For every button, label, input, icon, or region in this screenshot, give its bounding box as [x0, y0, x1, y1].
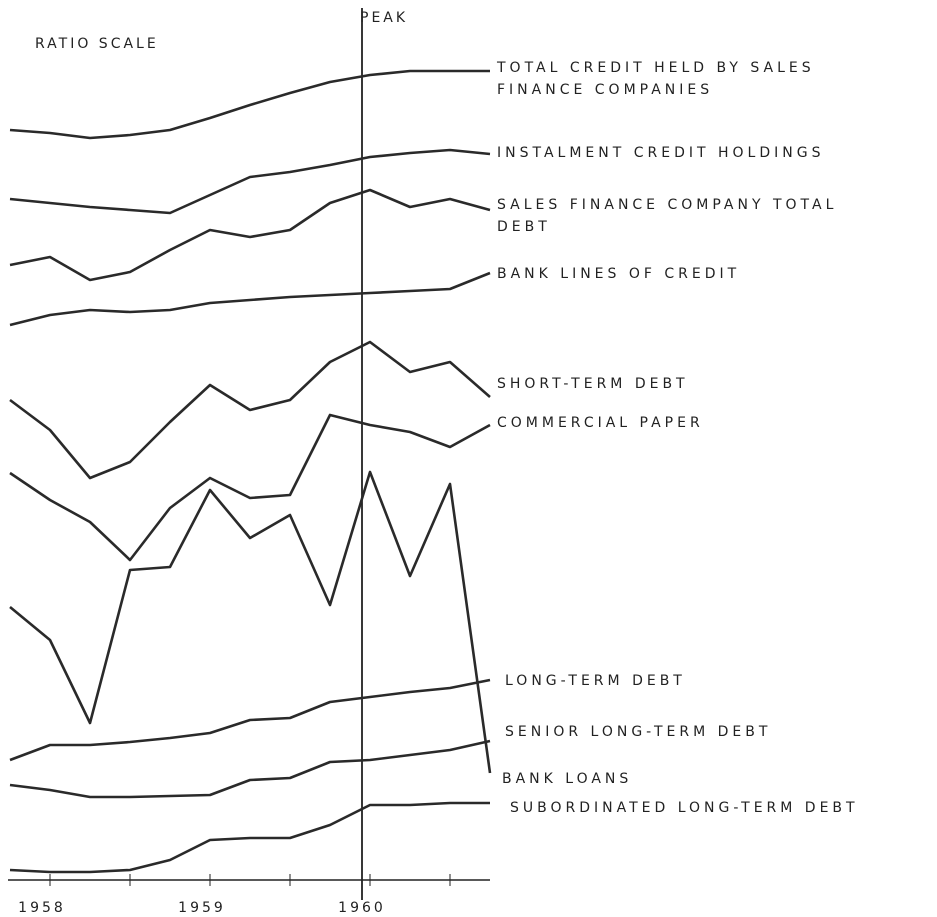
series-line — [9, 188, 491, 282]
series-line — [9, 739, 491, 799]
series-line — [9, 470, 492, 774]
series-label: INSTALMENT CREDIT HOLDINGS — [497, 145, 825, 161]
series-label: SENIOR LONG-TERM DEBT — [505, 724, 772, 740]
series-label: BANK LOANS — [502, 771, 633, 787]
x-tick-label: 1960 — [338, 900, 386, 916]
scale-note: RATIO SCALE — [35, 36, 159, 52]
series-line — [9, 678, 491, 762]
series-label: TOTAL CREDIT HELD BY SALES FINANCE COMPA… — [497, 60, 815, 98]
series-line — [9, 271, 491, 327]
series-label: SHORT-TERM DEBT — [497, 376, 689, 392]
series-line — [9, 148, 491, 215]
series-label: COMMERCIAL PAPER — [497, 415, 704, 431]
series-label: SALES FINANCE COMPANY TOTAL DEBT — [497, 197, 838, 235]
x-tick-label: 1958 — [18, 900, 66, 916]
series-label: BANK LINES OF CREDIT — [497, 266, 741, 282]
series-line — [9, 801, 490, 874]
series-line — [9, 69, 490, 140]
series-label: LONG-TERM DEBT — [505, 673, 686, 689]
series-line — [9, 340, 491, 480]
x-tick-label: 1959 — [178, 900, 226, 916]
series-line — [9, 413, 491, 562]
series-label: SUBORDINATED LONG-TERM DEBT — [510, 800, 859, 816]
peak-label: PEAK — [360, 10, 408, 26]
